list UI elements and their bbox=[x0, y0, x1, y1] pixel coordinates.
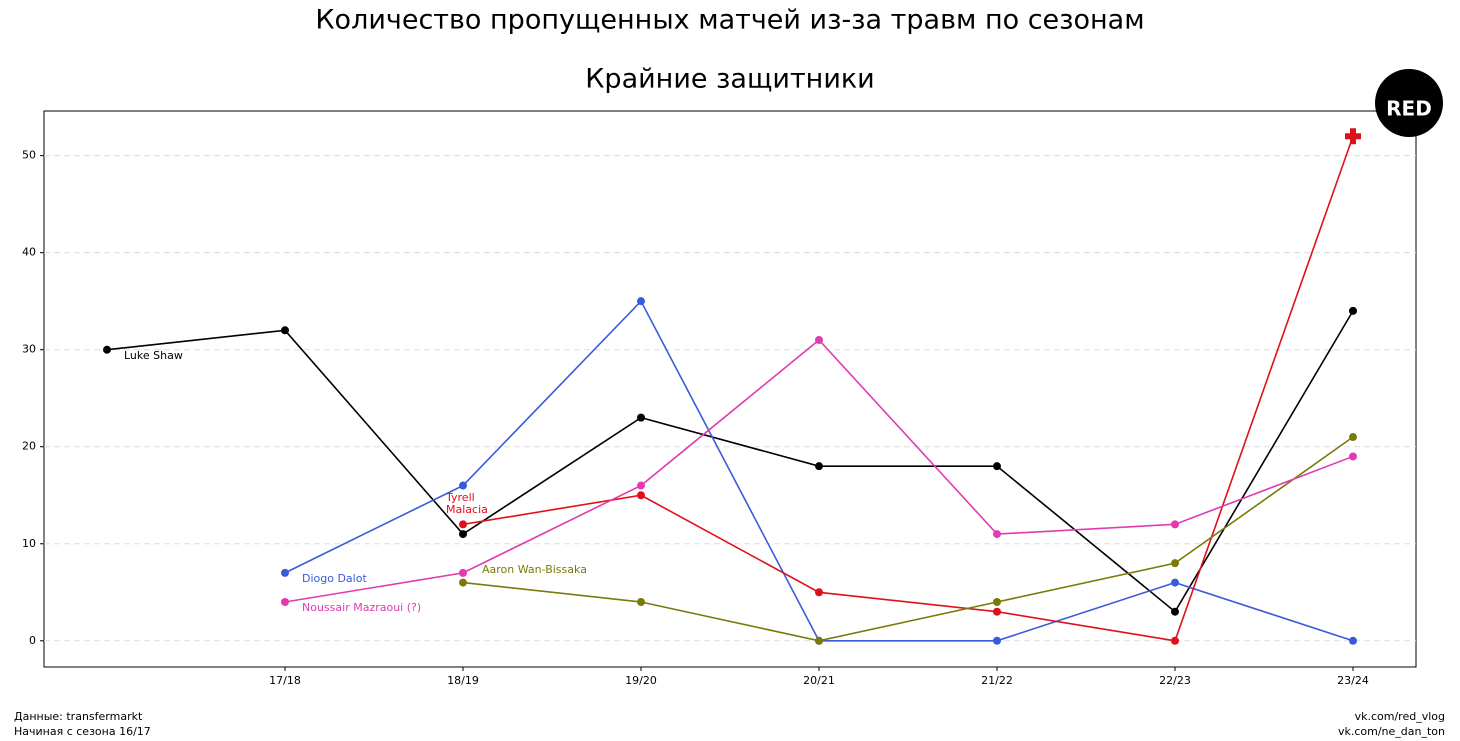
footer-text: Начиная с сезона 16/17 bbox=[14, 725, 151, 738]
point bbox=[637, 297, 645, 306]
point bbox=[1171, 578, 1179, 587]
point bbox=[1349, 452, 1357, 461]
point bbox=[281, 597, 289, 606]
point bbox=[1171, 607, 1179, 616]
point bbox=[1349, 433, 1357, 442]
point bbox=[1171, 636, 1179, 645]
point bbox=[281, 568, 289, 577]
series-label: Aaron Wan-Bissaka bbox=[482, 562, 587, 576]
series-line bbox=[106, 310, 1354, 613]
chart-title: Количество пропущенных матчей из-за трав… bbox=[315, 5, 1144, 36]
y-tick-label: 20 bbox=[22, 440, 36, 453]
point bbox=[993, 636, 1001, 645]
series-line bbox=[284, 338, 1354, 603]
y-tick-label: 10 bbox=[22, 537, 36, 550]
point bbox=[1171, 520, 1179, 529]
plot-frame bbox=[43, 110, 1417, 668]
chart-subtitle: Крайние защитники bbox=[585, 64, 874, 95]
x-tick-label: 17/18 bbox=[269, 674, 301, 687]
footer-text: vk.com/red_vlog bbox=[1354, 710, 1445, 723]
point bbox=[815, 335, 823, 344]
y-tick-label: 0 bbox=[29, 634, 36, 647]
x-tick-label: 19/20 bbox=[625, 674, 657, 687]
footer-text: vk.com/ne_dan_ton bbox=[1337, 725, 1445, 738]
point bbox=[815, 636, 823, 645]
x-tick-label: 18/19 bbox=[447, 674, 479, 687]
point bbox=[993, 462, 1001, 471]
x-tick-label: 22/23 bbox=[1159, 674, 1191, 687]
point bbox=[1171, 559, 1179, 568]
point bbox=[637, 481, 645, 490]
point bbox=[637, 413, 645, 422]
y-tick-label: 30 bbox=[22, 343, 36, 356]
series-label: Luke Shaw bbox=[124, 348, 183, 362]
y-tick-label: 40 bbox=[22, 246, 36, 259]
point bbox=[281, 326, 289, 335]
y-tick-label: 50 bbox=[22, 149, 36, 162]
point bbox=[637, 597, 645, 606]
point bbox=[993, 530, 1001, 539]
point bbox=[459, 520, 467, 529]
logo-text: RED bbox=[1386, 97, 1432, 121]
point bbox=[637, 491, 645, 500]
series-label: Tyrell Malacia bbox=[446, 491, 488, 517]
series-label: Diogo Dalot bbox=[302, 571, 367, 585]
x-tick-label: 21/22 bbox=[981, 674, 1013, 687]
point-cross bbox=[1345, 128, 1361, 145]
x-tick-label: 23/24 bbox=[1337, 674, 1369, 687]
footer-text: Данные: transfermarkt bbox=[14, 710, 143, 723]
point bbox=[103, 345, 111, 354]
footer-left: Данные: transfermarkt Начиная с сезона 1… bbox=[14, 709, 151, 739]
point bbox=[459, 578, 467, 587]
point bbox=[993, 597, 1001, 606]
point bbox=[815, 588, 823, 597]
point bbox=[1349, 306, 1357, 315]
point bbox=[459, 530, 467, 539]
point bbox=[1349, 636, 1357, 645]
series-label: Noussair Mazraoui (?) bbox=[302, 600, 422, 614]
point bbox=[815, 462, 823, 471]
x-tick-label: 20/21 bbox=[803, 674, 835, 687]
point bbox=[459, 481, 467, 490]
series-line bbox=[462, 436, 1354, 642]
footer-right: vk.com/red_vlog vk.com/ne_dan_ton bbox=[1338, 709, 1445, 739]
point bbox=[993, 607, 1001, 616]
logo bbox=[1375, 69, 1443, 137]
point bbox=[459, 568, 467, 577]
series-line bbox=[462, 135, 1354, 642]
